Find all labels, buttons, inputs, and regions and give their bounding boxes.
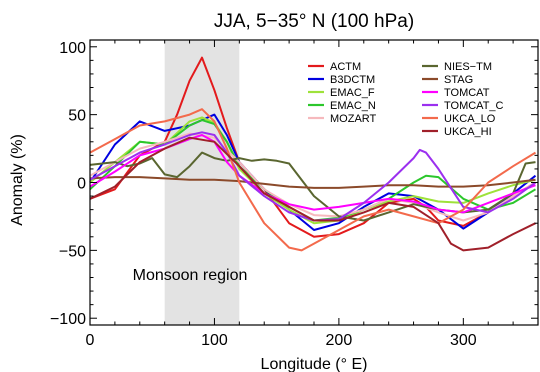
legend-item: B3DCTM [308, 74, 375, 86]
legend-item: ACTM [308, 61, 361, 73]
legend-label: STAG [444, 74, 473, 86]
legend-item: EMAC_F [308, 87, 375, 99]
legend-label: TOMCAT_C [444, 100, 504, 112]
x-tick-label: 200 [326, 332, 353, 349]
series-line-ukca-hi [89, 136, 536, 252]
x-axis-label: Longitude (° E) [261, 356, 368, 372]
legend-label: UKCA_HI [444, 126, 492, 138]
x-tick-label: 100 [201, 332, 228, 349]
y-axis-label: Anomaly (%) [9, 134, 26, 226]
legend-label: ACTM [330, 61, 361, 73]
series-lines [89, 56, 537, 252]
legend-item: TOMCAT [422, 87, 490, 99]
y-tick-label: −100 [50, 311, 86, 328]
legend-item: UKCA_LO [422, 113, 496, 125]
legend-item: STAG [422, 74, 473, 86]
legend-item: UKCA_HI [422, 126, 492, 138]
y-tick-label: 50 [68, 108, 86, 125]
y-tick-label: 0 [77, 176, 86, 193]
series-line-stag [89, 176, 536, 189]
legend-label: B3DCTM [330, 74, 375, 86]
legend-label: NIES−TM [444, 61, 492, 73]
legend-item: TOMCAT_C [422, 100, 504, 112]
legend-label: EMAC_N [330, 100, 376, 112]
legend-item: NIES−TM [422, 61, 492, 73]
monsoon-shaded-region-layer [164, 40, 240, 325]
legend-label: TOMCAT [444, 87, 490, 99]
axes [89, 39, 539, 326]
legend-label: UKCA_LO [444, 113, 496, 125]
chart-title: JJA, 5−35° N (100 hPa) [214, 11, 414, 32]
legend-item: MOZART [308, 113, 377, 125]
x-tick-label: 300 [450, 332, 477, 349]
legend-label: EMAC_F [330, 87, 375, 99]
monsoon-region-label: Monsoon region [133, 267, 248, 284]
series-line-actm [89, 56, 537, 238]
monsoon-shaded-region [164, 40, 240, 325]
y-tick-label: 100 [59, 40, 86, 57]
series-line-emac-f [89, 116, 536, 225]
y-tick-label: −50 [59, 243, 86, 260]
tick-labels: 0 100 200 300 −100 −50 0 50 100 [50, 40, 477, 349]
series-line-mozart [89, 132, 537, 222]
x-tick-label: 0 [86, 332, 95, 349]
legend-item: EMAC_N [308, 100, 376, 112]
legend: ACTMB3DCTMEMAC_FEMAC_NMOZARTNIES−TMSTAGT… [308, 61, 504, 138]
legend-label: MOZART [330, 113, 377, 125]
series-line-b3dctm [89, 113, 537, 231]
series-line-ukca-lo [89, 108, 537, 252]
